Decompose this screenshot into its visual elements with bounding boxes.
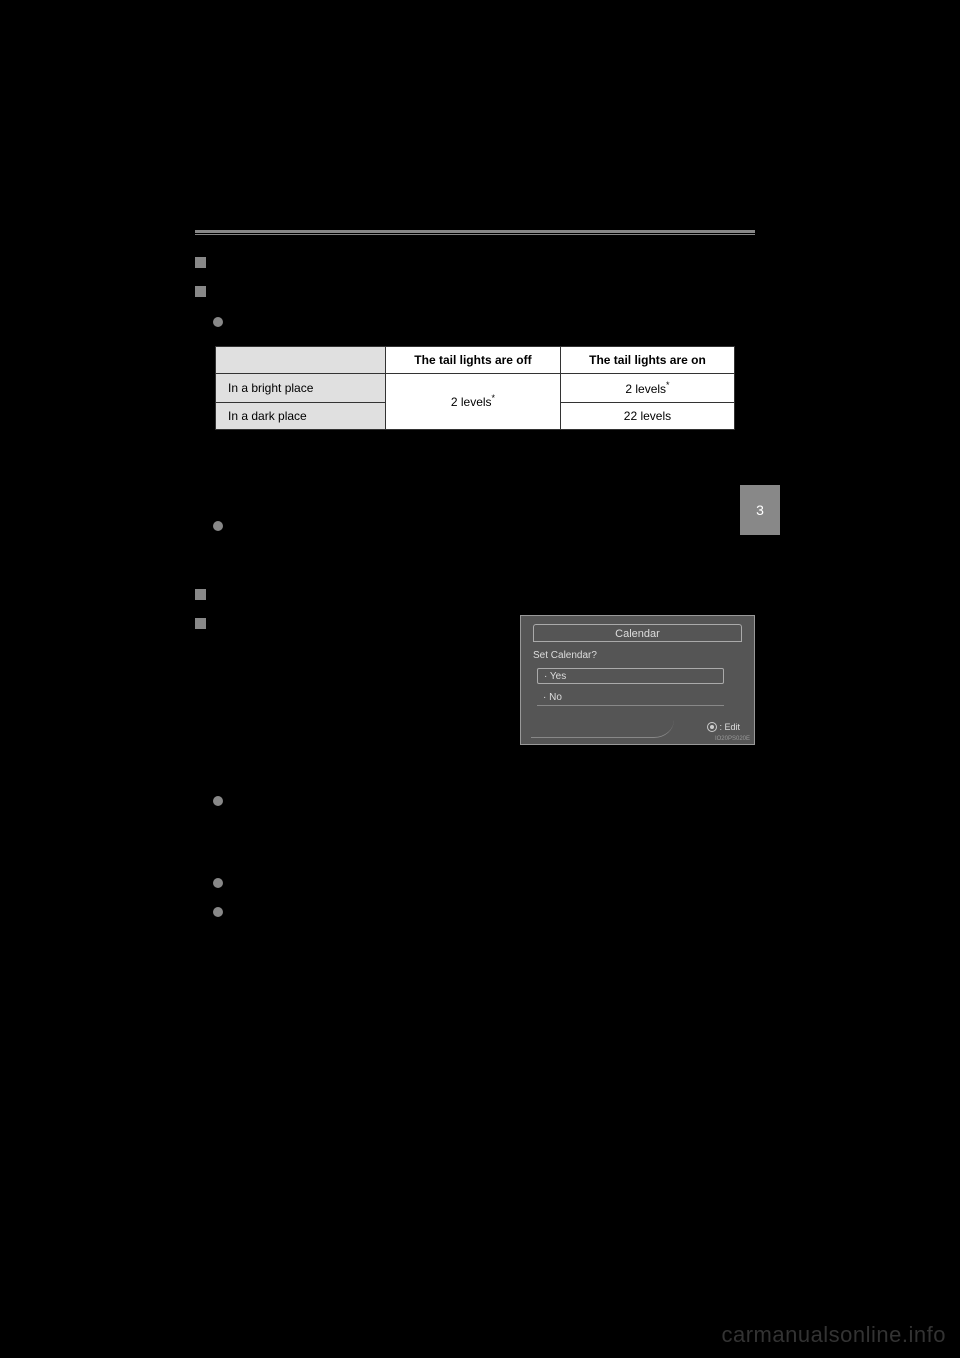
top-divider	[195, 230, 755, 235]
bullet-4-1	[213, 792, 755, 810]
screenshot-option-no: · No	[537, 690, 724, 706]
section-marker-icon	[195, 257, 206, 268]
table-col-header-1: The tail lights are off	[386, 346, 561, 373]
bullet-icon	[213, 521, 223, 531]
bullet-4-3	[213, 903, 755, 921]
chapter-number: 3	[756, 502, 764, 518]
table-col-header-2: The tail lights are on	[560, 346, 734, 373]
chapter-tab: 3	[740, 485, 780, 535]
screenshot-decorative-curve	[531, 720, 674, 738]
table-blank-header	[216, 346, 386, 373]
section-1	[195, 255, 755, 269]
table-row-header-2: In a dark place	[216, 402, 386, 429]
screenshot-edit-hint: : Edit	[707, 722, 740, 733]
section-3	[195, 586, 755, 600]
table-cell-r2c2: 22 levels	[560, 402, 734, 429]
brightness-levels-table: The tail lights are off The tail lights …	[215, 346, 735, 430]
section-marker-icon	[195, 286, 206, 297]
section-2	[195, 284, 755, 298]
section-4: Calendar Set Calendar? · Yes · No : Edit…	[195, 615, 755, 745]
watermark-text: carmanualsonline.info	[721, 1322, 946, 1348]
dial-icon	[707, 722, 717, 732]
bullet-icon	[213, 907, 223, 917]
table-cell-merged: 2 levels*	[386, 373, 561, 429]
bullet-icon	[213, 317, 223, 327]
bullet-icon	[213, 878, 223, 888]
screenshot-image-code: IO20PS020E	[715, 736, 750, 742]
calendar-screenshot: Calendar Set Calendar? · Yes · No : Edit…	[520, 615, 755, 745]
screenshot-prompt: Set Calendar?	[533, 650, 597, 661]
screenshot-title: Calendar	[533, 624, 742, 642]
screenshot-option-yes: · Yes	[537, 668, 724, 684]
section-marker-icon	[195, 618, 206, 629]
table-cell-r1c2: 2 levels*	[560, 373, 734, 402]
section-marker-icon	[195, 589, 206, 600]
bullet-4-2	[213, 874, 755, 892]
bullet-2-2	[213, 517, 755, 535]
table-row-header-1: In a bright place	[216, 373, 386, 402]
bullet-2-1	[213, 313, 755, 331]
bullet-icon	[213, 796, 223, 806]
manual-page-content: The tail lights are off The tail lights …	[195, 230, 755, 933]
